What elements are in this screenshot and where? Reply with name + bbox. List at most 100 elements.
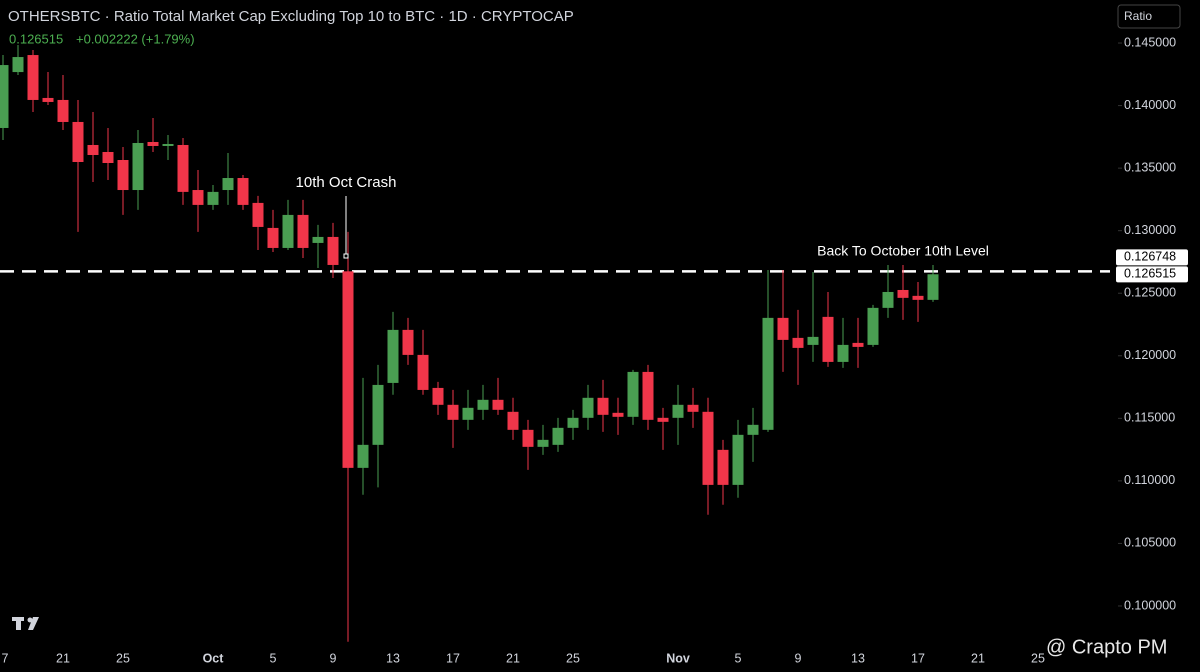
candle-body [267,227,279,248]
candle-body [762,317,774,430]
candle-body [177,144,189,192]
candle-body [627,371,639,417]
candle-body [537,439,549,447]
last-price: 0.126515 [9,31,63,46]
candle-body [732,434,744,485]
candle-body [807,336,819,345]
candle-body [162,143,174,146]
x-tick-label: Nov [666,651,690,665]
x-tick-label: 21 [971,651,985,665]
candle-body [897,289,909,298]
x-tick-label: 13 [386,651,400,665]
candle-body [657,417,669,422]
candle-body [327,236,339,265]
x-tick-label: 9 [330,651,337,665]
y-tick-label: 0.140000 [1124,98,1176,112]
candle-body [822,316,834,362]
candle-body [492,399,504,410]
y-tick-label: 0.115000 [1124,411,1175,425]
candle-body [102,151,114,164]
candle-body [312,236,324,243]
candle-body [507,411,519,430]
candle-body [687,404,699,412]
candle-body [582,397,594,418]
candle-body [417,354,429,390]
candle-body [717,449,729,485]
candle-body [237,178,249,205]
candle-body [672,404,684,418]
candle-body [597,397,609,415]
x-tick-label: 17 [911,651,925,665]
price-change: +0.002222 (+1.79%) [76,31,195,46]
annotation-marker [343,253,349,259]
candle-body [357,444,369,468]
candle-body [447,404,459,420]
candle-body [297,214,309,248]
candle-body [222,178,234,191]
x-tick-label: 7 [2,651,9,665]
candle-body [927,274,939,300]
candle-body [12,57,24,73]
x-tick-label: 25 [116,651,130,665]
y-tick-label: 0.120000 [1124,348,1176,362]
chart-title: OTHERSBTC · Ratio Total Market Cap Exclu… [8,8,574,25]
candle-body [912,295,924,300]
candle-body [57,99,69,122]
candle-body [0,65,9,128]
candle-body [27,55,39,100]
last-price-label: 0.126515 [1124,267,1176,281]
x-tick-label: 25 [566,651,580,665]
candle-body [642,371,654,420]
x-tick-label: Oct [203,651,225,665]
candle-body [432,387,444,405]
axis-mode[interactable]: Ratio [1124,9,1152,23]
y-tick-label: 0.130000 [1124,223,1176,237]
y-tick-label: 0.125000 [1124,286,1176,300]
x-tick-label: 25 [1031,651,1045,665]
candle-body [147,141,159,146]
watermark: @ Crapto PM [1046,636,1167,658]
x-tick-label: 5 [270,651,277,665]
candle-body [477,399,489,410]
candle-body [777,317,789,340]
x-tick-label: 17 [446,651,460,665]
candle-body [402,329,414,355]
candle-body [612,412,624,417]
x-tick-label: 21 [56,651,70,665]
candle-body [117,160,129,191]
candle-body [132,142,144,191]
candle-body [387,329,399,383]
reference-label-box [1116,249,1188,266]
candle-body [867,307,879,345]
annotation: Back To October 10th Level [817,243,989,259]
x-tick-label: 9 [795,651,802,665]
candle-body [837,344,849,362]
candle-body [747,424,759,435]
candle-body [567,417,579,428]
candle-body [42,97,54,102]
candle-body [87,144,99,155]
y-tick-label: 0.135000 [1124,160,1176,174]
x-tick-label: 5 [735,651,742,665]
last-price-box [1116,266,1188,283]
candle-body [372,384,384,445]
candle-body [192,190,204,205]
candle-body [207,191,219,205]
candle-body [882,291,894,308]
candle-body [282,214,294,248]
y-tick-label: 0.100000 [1124,598,1176,612]
candle-body [252,202,264,227]
candle-body [852,342,864,347]
axis-mode-box[interactable] [1117,4,1181,29]
x-tick-label: 21 [506,651,520,665]
annotation: 10th Oct Crash [296,174,397,191]
y-tick-label: 0.145000 [1124,35,1176,49]
y-tick-label: 0.105000 [1124,536,1176,550]
tv-logo [12,617,39,630]
candle-body [552,427,564,445]
candle-body [72,121,84,163]
candle-body [342,271,354,468]
